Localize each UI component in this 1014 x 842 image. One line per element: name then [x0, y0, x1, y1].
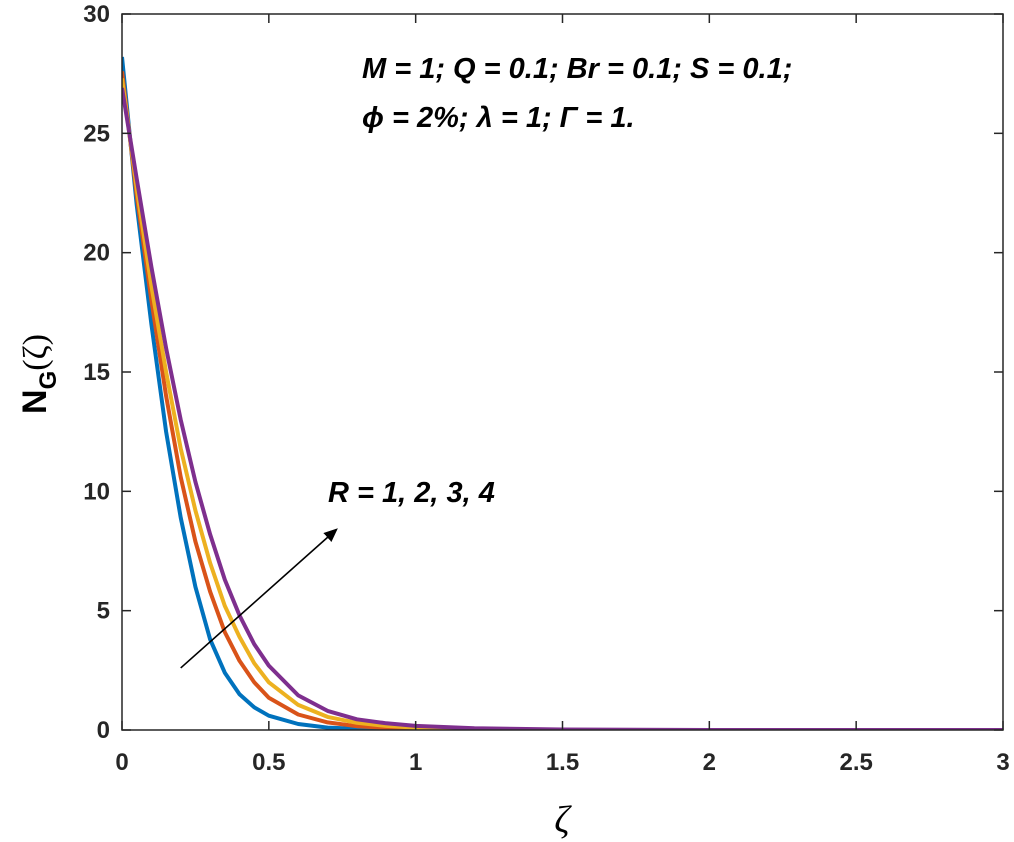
x-tick-label: 2	[703, 749, 716, 776]
x-tick-label: 2.5	[839, 749, 872, 776]
arrow-label: R = 1, 2, 3, 4	[328, 477, 495, 509]
y-axis: 0 5 10 15 20 25 30	[83, 1, 1003, 744]
params-annotation-line2: ϕ = 2%; λ = 1; Γ = 1.	[362, 102, 635, 134]
x-tick-label: 0.5	[252, 749, 285, 776]
params-annotation-line1: M = 1; Q = 0.1; Br = 0.1; S = 0.1;	[362, 53, 792, 85]
x-tick-label: 1.5	[546, 749, 579, 776]
x-tick-label: 3	[996, 749, 1009, 776]
y-axis-label-arg: (ζ)	[17, 334, 54, 371]
y-tick-label: 15	[83, 359, 110, 386]
x-tick-label: 0	[115, 749, 128, 776]
y-axis-label-sub: G	[35, 371, 62, 390]
x-axis: 0 0.5 1 1.5 2 2.5 3	[115, 14, 1010, 776]
series-line-r-1	[122, 56, 1003, 730]
y-tick-label: 25	[83, 120, 110, 147]
y-tick-label: 30	[83, 1, 110, 28]
y-tick-label: 0	[97, 717, 110, 744]
y-tick-label: 5	[97, 598, 110, 625]
y-tick-label: 20	[83, 240, 110, 267]
y-tick-label: 10	[83, 478, 110, 505]
series-line-r-4	[122, 87, 1003, 730]
y-axis-label-main: N	[16, 389, 54, 414]
x-tick-label: 1	[409, 749, 422, 776]
increasing-r-arrow	[180, 528, 338, 669]
y-axis-label: NG(ζ)	[16, 334, 62, 414]
plot-area	[122, 14, 1003, 730]
x-axis-label: ζ	[554, 799, 572, 841]
